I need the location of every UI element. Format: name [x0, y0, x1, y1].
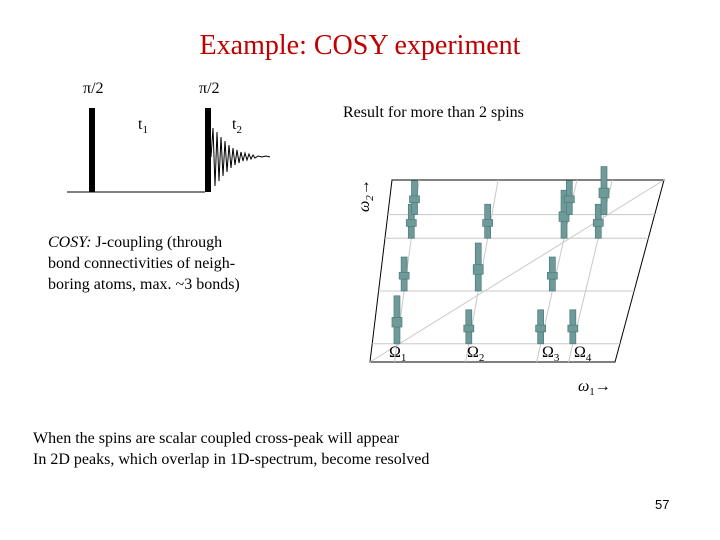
first-pulse-bar	[89, 108, 95, 192]
peak-4-3	[592, 203, 604, 239]
pulse1-label: π/2	[83, 80, 104, 97]
peak-2-3	[482, 203, 494, 239]
cosy-line-2: bond connectivities of neigh-	[48, 255, 236, 272]
footer-line-1: When the spins are scalar coupled cross-…	[33, 430, 400, 447]
peak-2-2	[472, 242, 484, 292]
peak-1-1	[391, 295, 403, 345]
t2-label: t2	[232, 116, 242, 137]
cosy-description: COSY: J-coupling (through bond connectiv…	[48, 232, 308, 295]
pulse2-label: π/2	[199, 80, 220, 97]
omega2-peak-label: Ω2	[467, 344, 485, 365]
cosy-line-1: COSY: J-coupling (through	[48, 234, 223, 251]
peak-3-4	[563, 180, 575, 215]
slide-title: Example: COSY experiment	[199, 30, 521, 61]
page-number: 57	[655, 497, 670, 512]
omega4-peak-label: Ω4	[574, 344, 592, 365]
peak-4-4	[598, 166, 610, 215]
spectrum-plane	[369, 179, 665, 363]
peak-3-2	[546, 256, 558, 292]
result-label: Result for more than 2 spins	[343, 104, 524, 121]
peak-2-1	[463, 309, 475, 345]
omega1-axis-label: ω1→	[578, 378, 611, 399]
peak-1-4	[409, 180, 420, 215]
peak-1-2	[398, 256, 410, 292]
omega1-peak-label: Ω1	[389, 344, 407, 365]
second-pulse-bar	[205, 108, 211, 192]
fid-signal	[210, 127, 271, 187]
peak-3-1	[535, 309, 546, 345]
omega3-peak-label: Ω3	[542, 344, 560, 365]
spectrum-peaks	[391, 166, 610, 345]
footer-line-2: In 2D peaks, which overlap in 1D-spectru…	[33, 451, 430, 468]
omega2-axis-label: ω2→	[356, 179, 377, 212]
cosy-line-3: boring atoms, max. ~3 bonds)	[48, 276, 240, 293]
t1-label: t1	[138, 116, 148, 137]
diagonal-line	[369, 179, 665, 363]
footer-text: When the spins are scalar coupled cross-…	[33, 428, 553, 470]
peak-4-1	[567, 309, 579, 345]
